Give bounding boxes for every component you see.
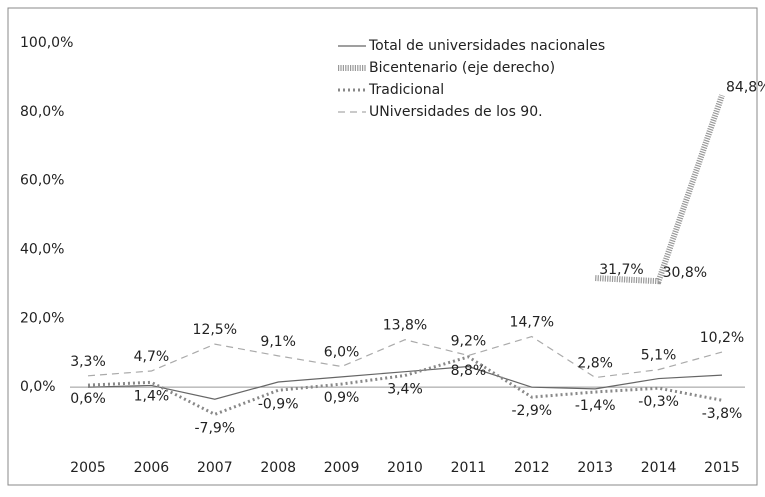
data-label: -0,9% [258,396,299,412]
data-label: 8,8% [451,363,487,379]
series-line [87,355,723,416]
series-line [87,365,723,400]
x-tick-label: 2010 [387,460,423,476]
x-tick-label: 2011 [451,460,487,476]
data-label: 3,4% [387,381,423,397]
data-label: 13,8% [383,318,427,334]
data-label: -3,8% [702,406,743,422]
data-label: 84,8% [726,79,765,95]
x-tick-label: 2007 [197,460,233,476]
data-label: 9,2% [451,334,487,350]
y-tick-label: 100,0% [20,35,73,51]
data-label: 1,4% [134,388,170,404]
series-line [87,335,723,379]
series-line [595,94,725,285]
data-label: -7,9% [194,420,235,436]
legend-label: Total de universidades nacionales [368,38,605,54]
y-tick-label: 0,0% [20,379,56,395]
legend-label: UNiversidades de los 90. [369,104,543,120]
data-label: 4,7% [134,349,170,365]
x-tick-label: 2006 [134,460,170,476]
x-tick-label: 2009 [324,460,360,476]
data-label: 9,1% [260,334,296,350]
data-label: 12,5% [193,322,237,338]
legend-label: Tradicional [368,82,444,98]
y-tick-label: 60,0% [20,173,64,189]
x-tick-label: 2013 [577,460,613,476]
data-label: 5,1% [641,348,677,364]
x-tick-label: 2005 [70,460,106,476]
x-tick-label: 2014 [641,460,677,476]
data-label: 2,8% [577,356,613,372]
data-label: 0,9% [324,390,360,406]
data-label: 6,0% [324,345,360,361]
x-tick-label: 2015 [704,460,740,476]
x-tick-label: 2012 [514,460,550,476]
data-label: 0,6% [70,391,106,407]
data-label: 31,7% [599,262,643,278]
legend-label: Bicentenario (eje derecho) [369,60,555,76]
y-tick-label: 40,0% [20,242,64,258]
data-label: -2,9% [511,403,552,419]
y-tick-label: 80,0% [20,104,64,120]
data-label: -1,4% [575,398,616,414]
frame [7,7,758,486]
x-tick-label: 2008 [260,460,296,476]
y-tick-label: 20,0% [20,310,64,326]
data-label: 10,2% [700,330,744,346]
data-label: 14,7% [510,315,554,331]
data-label: 3,3% [70,354,106,370]
data-label: 30,8% [663,265,707,281]
data-label: -0,3% [638,394,679,410]
